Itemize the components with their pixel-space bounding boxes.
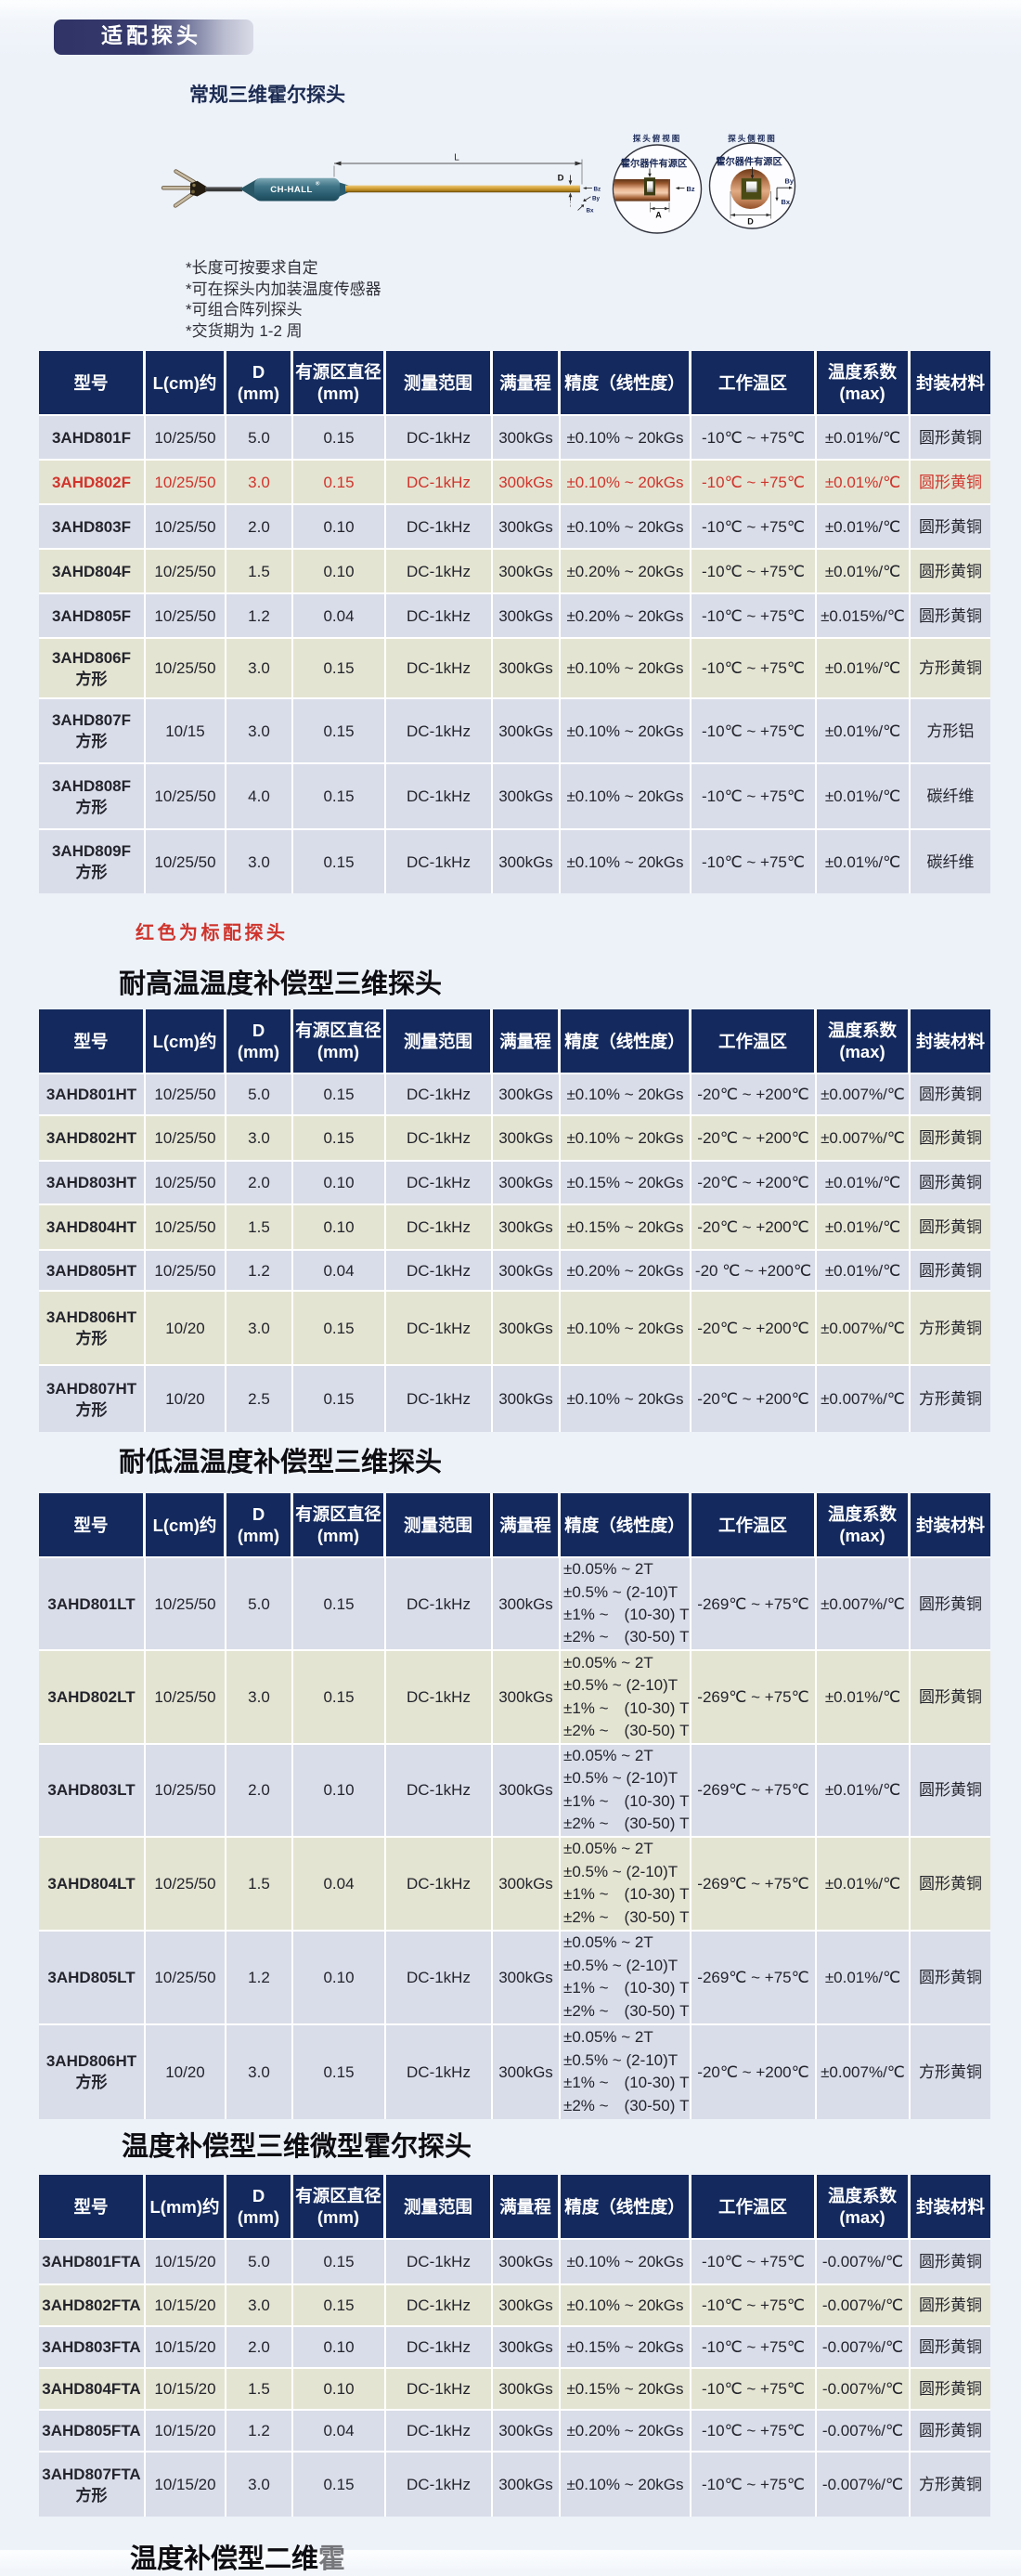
svg-text:®: ® xyxy=(316,181,320,188)
svg-text:Bz: Bz xyxy=(594,187,601,193)
svg-text:Bz: Bz xyxy=(687,185,695,193)
svg-text:Bx: Bx xyxy=(782,198,791,206)
svg-text:A: A xyxy=(655,211,662,220)
svg-text:探头俯视图: 探头俯视图 xyxy=(633,134,682,143)
svg-text:L: L xyxy=(454,153,459,163)
svg-text:探头侧视图: 探头侧视图 xyxy=(728,134,777,143)
svg-text:霍尔器件有源区: 霍尔器件有源区 xyxy=(621,158,687,170)
svg-text:By: By xyxy=(785,177,795,186)
svg-text:D: D xyxy=(558,174,564,184)
svg-text:霍尔器件有源区: 霍尔器件有源区 xyxy=(716,156,782,168)
svg-text:By: By xyxy=(592,195,601,202)
svg-text:Bx: Bx xyxy=(587,207,595,214)
svg-text:CH-HALL: CH-HALL xyxy=(270,185,312,195)
svg-text:D: D xyxy=(747,217,754,227)
